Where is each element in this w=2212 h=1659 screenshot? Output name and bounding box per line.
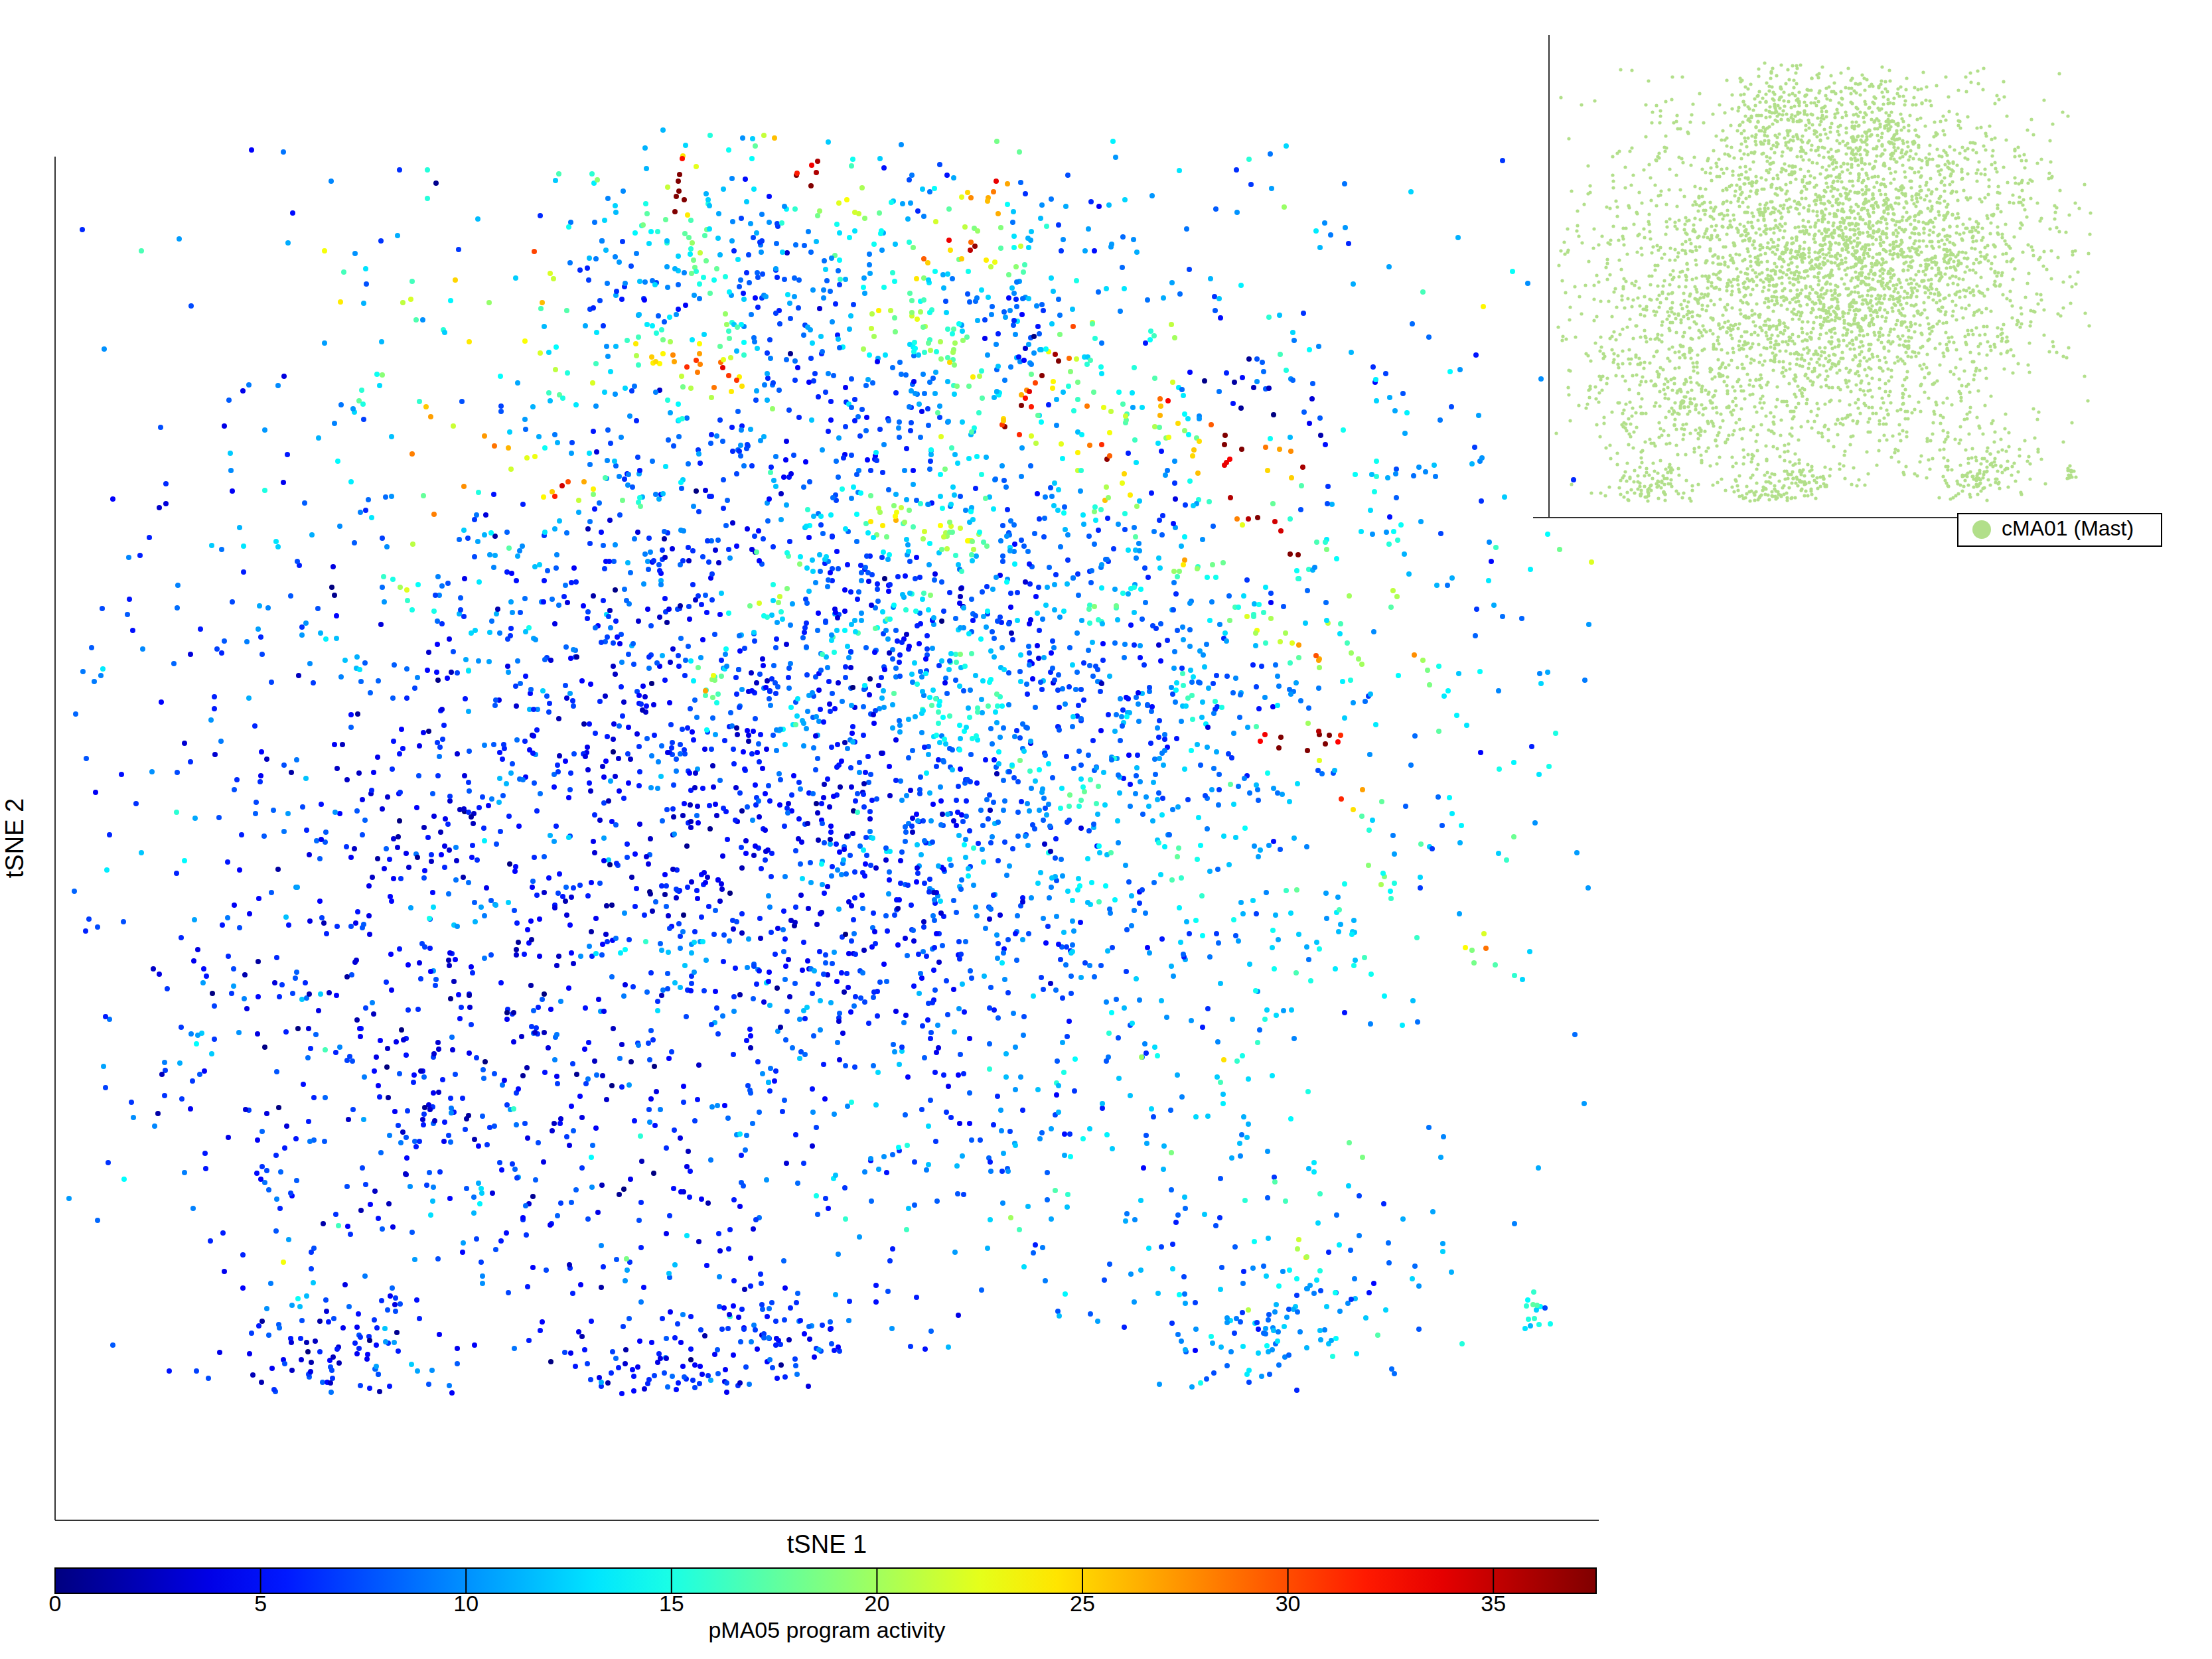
svg-text:5: 5: [254, 1591, 267, 1616]
svg-text:pMA05 program activity: pMA05 program activity: [708, 1617, 945, 1642]
svg-text:10: 10: [453, 1591, 479, 1616]
svg-text:25: 25: [1070, 1591, 1095, 1616]
svg-text:cMA01 (Mast): cMA01 (Mast): [2002, 516, 2134, 540]
svg-text:15: 15: [659, 1591, 684, 1616]
svg-text:0: 0: [49, 1591, 62, 1616]
svg-text:30: 30: [1276, 1591, 1301, 1616]
svg-text:35: 35: [1481, 1591, 1506, 1616]
svg-text:tSNE 2: tSNE 2: [1, 798, 29, 878]
svg-text:20: 20: [864, 1591, 889, 1616]
svg-text:tSNE 1: tSNE 1: [787, 1530, 867, 1558]
